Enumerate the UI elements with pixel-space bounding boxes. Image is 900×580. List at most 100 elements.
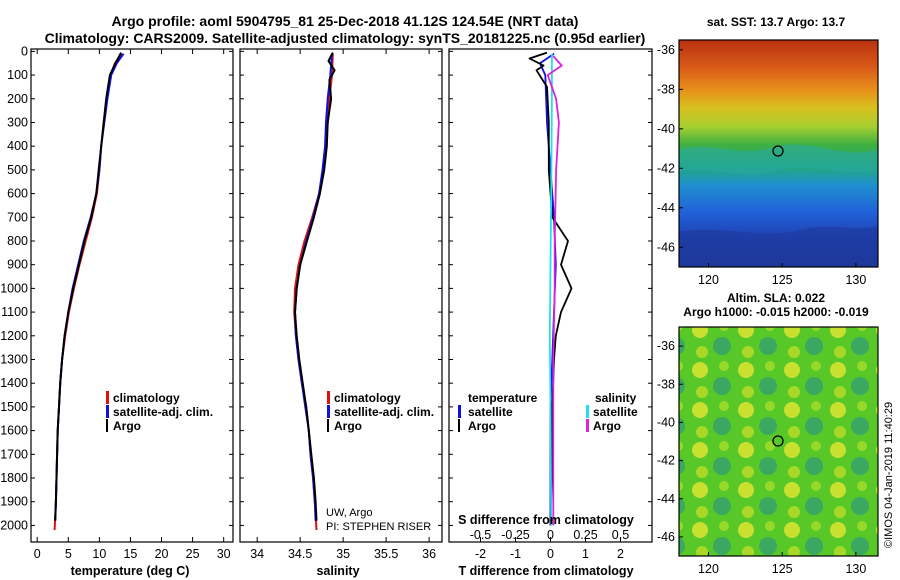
y-tick-label: 600	[7, 187, 28, 201]
x2-tick-label: 0.5	[612, 528, 629, 542]
y-tick-label: -44	[657, 492, 675, 506]
sst-cold-water	[679, 226, 878, 267]
difference-legend: temperature satellite Argo salinity sate…	[458, 391, 638, 433]
y-tick-label: 1700	[0, 447, 28, 461]
salinity-xlabel: salinity	[316, 564, 359, 578]
sst-argo-marker	[772, 145, 784, 157]
salinity-chart: 34 34.5 35 35.5 36	[240, 49, 442, 561]
y-tick-label: -40	[657, 122, 675, 136]
legend-temperature-title: temperature	[468, 391, 538, 405]
x-tick-label: 1	[582, 547, 589, 561]
x-tick-label: 34.5	[288, 547, 312, 561]
y-tick-label: 800	[7, 234, 28, 248]
series-s-argo	[546, 55, 563, 526]
x-tick-label: 36	[422, 547, 436, 561]
y-tick-label: 2000	[0, 518, 28, 532]
x-tick-label: 5	[65, 547, 72, 561]
legend-t-satellite: satellite	[468, 405, 513, 419]
y-tick-label: 500	[7, 163, 28, 177]
x-tick-label: 125	[772, 273, 793, 287]
y-tick-label: 900	[7, 258, 28, 272]
imos-credit: ©IMOS 04-Jan-2019 11:40:29	[883, 402, 895, 548]
x-tick-label: -2	[475, 547, 486, 561]
x-tick-label: 120	[698, 273, 719, 287]
x-tick-label: 35.5	[374, 547, 398, 561]
x-tick-label: 0	[547, 547, 554, 561]
temperature-xlabel: temperature (deg C)	[71, 564, 190, 578]
sla-map-frame	[678, 326, 879, 557]
x-tick-label: 20	[155, 547, 169, 561]
x-tick-label: 125	[772, 562, 793, 576]
x-tick-label: 10	[92, 547, 106, 561]
x-tick-label: 34	[250, 547, 264, 561]
sst-map-title: sat. SST: 13.7 Argo: 13.7	[707, 15, 846, 29]
legend-argo: Argo	[334, 419, 362, 433]
y-tick-label: -36	[657, 43, 675, 57]
legend-climatology: climatology	[113, 391, 180, 405]
legend-salinity-title: salinity	[595, 391, 637, 405]
legend-climatology: climatology	[334, 391, 401, 405]
sst-map-frame	[678, 39, 879, 268]
y-tick-label: 1500	[0, 400, 28, 414]
series-s-satellite	[548, 53, 553, 526]
sla-argo-marker	[772, 435, 784, 447]
x-tick-label: 130	[845, 562, 866, 576]
y-tick-label: 0	[21, 44, 28, 58]
series-argo	[294, 52, 336, 521]
y-tick-label: 300	[7, 115, 28, 129]
y-tick-label: 1400	[0, 376, 28, 390]
temperature-legend: climatology satellite-adj. clim. Argo	[106, 391, 213, 433]
y-tick-label: -40	[657, 415, 675, 429]
y-tick-label: -36	[657, 339, 675, 353]
legend-satellite: satellite-adj. clim.	[113, 405, 213, 419]
y-tick-label: 100	[7, 68, 28, 82]
salinity-panel	[239, 48, 443, 543]
sst-front	[679, 144, 878, 175]
x2-tick-label: -0.5	[470, 528, 492, 542]
sla-map-axes: 120 125 130 -36 -38 -40 -42 -44 -46	[657, 339, 866, 576]
x-tick-label: 30	[217, 547, 231, 561]
legend-satellite: satellite-adj. clim.	[334, 405, 434, 419]
legend-swatch-satellite	[106, 405, 109, 418]
y-tick-label: 700	[7, 210, 28, 224]
x-tick-label: 2	[617, 547, 624, 561]
y-tick-label: 200	[7, 92, 28, 106]
y-tick-label: -38	[657, 82, 675, 96]
x-tick-label: 0	[34, 547, 41, 561]
x-tick-label: 120	[698, 562, 719, 576]
legend-swatch-climatology	[106, 391, 109, 404]
y-tick-label: -42	[657, 161, 675, 175]
y-tick-label: 1600	[0, 424, 28, 438]
legend-s-argo: Argo	[593, 419, 621, 433]
y-tick-label: -44	[657, 201, 675, 215]
series-argo	[54, 52, 122, 521]
sla-map	[679, 327, 878, 556]
difference-chart: -2 -1 0 1 2 -0.5 -0.25 0 0.25 0.5	[449, 50, 652, 561]
y-tick-label: 1800	[0, 471, 28, 485]
sla-map-subtitle: Argo h1000: -0.015 h2000: -0.019	[683, 305, 869, 319]
y-tick-label: 1200	[0, 329, 28, 343]
sla-map-title: Altim. SLA: 0.022	[727, 291, 825, 305]
y-tick-label: -38	[657, 377, 675, 391]
legend-swatch-climatology	[327, 391, 330, 404]
legend-argo: Argo	[113, 419, 141, 433]
y-tick-label: -46	[657, 240, 675, 254]
legend-swatch-s-satellite	[586, 405, 589, 418]
x-tick-label: -1	[510, 547, 521, 561]
y-tick-label: 400	[7, 139, 28, 153]
y-tick-label: 1300	[0, 352, 28, 366]
legend-t-argo: Argo	[468, 419, 496, 433]
legend-swatch-t-satellite	[458, 405, 461, 418]
legend-s-satellite: satellite	[593, 405, 638, 419]
figure-title-line2: Climatology: CARS2009. Satellite-adjuste…	[45, 30, 646, 46]
s-difference-label: S difference from climatology	[458, 513, 634, 527]
pi-annotation-line1: UW, Argo	[326, 507, 372, 519]
legend-swatch-s-argo	[586, 419, 589, 432]
legend-swatch-satellite	[327, 405, 330, 418]
legend-swatch-argo	[106, 419, 108, 432]
x-tick-label: 130	[845, 273, 866, 287]
sst-map-axes: 120 125 130 -36 -38 -40 -42 -44 -46	[657, 43, 866, 287]
x2-tick-label: 0	[547, 528, 554, 542]
y-tick-label: -46	[657, 530, 675, 544]
